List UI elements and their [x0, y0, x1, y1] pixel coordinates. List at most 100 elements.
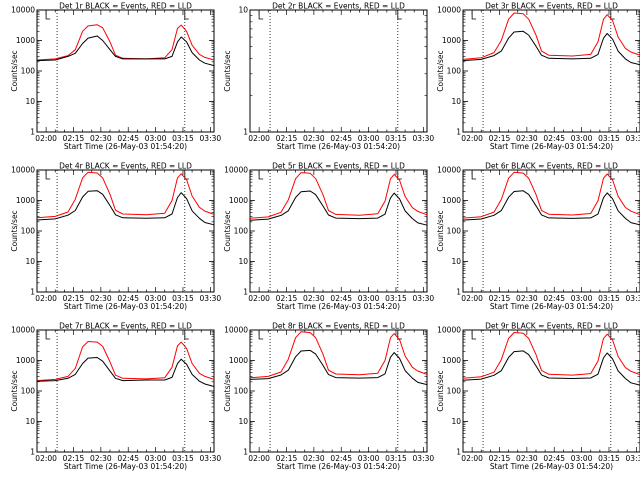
x-tick-label: 03:15: [385, 454, 407, 463]
x-tick-label: 03:30: [200, 134, 222, 143]
chart-panel-7: Det 7r BLACK = Events, RED = LLD 1 10 100 10…: [10, 322, 221, 472]
y-tick-label: 1: [243, 288, 248, 297]
flag-marker: [610, 331, 615, 340]
chart-title: Det 4r BLACK = Events, RED = LLD: [59, 162, 192, 171]
x-tick-label: 02:45: [117, 454, 139, 463]
x-tick-label: 03:00: [145, 294, 167, 303]
y-tick-label: 1: [243, 448, 248, 457]
events-series-line: [462, 30, 640, 66]
y-axis-label: Counts/sec: [10, 370, 19, 411]
y-tick-label: 10: [238, 257, 248, 266]
x-tick-label: 03:00: [571, 454, 593, 463]
y-tick-label: 10000: [224, 326, 248, 335]
x-tick-label: 03:15: [385, 134, 407, 143]
y-tick-label: 100: [447, 387, 462, 396]
y-tick-label: 1: [30, 128, 35, 137]
y-axis-label: Counts/sec: [436, 370, 445, 411]
y-tick-label: 10: [451, 417, 461, 426]
y-tick-label: 1000: [229, 196, 248, 205]
chart-panel-4: Det 4r BLACK = Events, RED = LLD 1 10 100 10…: [10, 162, 221, 312]
y-tick-label: 1: [456, 128, 461, 137]
chart-title: Det 9r BLACK = Events, RED = LLD: [485, 322, 618, 331]
x-tick-label: 03:30: [413, 134, 435, 143]
events-series-line: [36, 357, 215, 387]
y-tick-label: 100: [234, 387, 249, 396]
x-tick-label: 03:30: [200, 454, 222, 463]
lld-series-line: [249, 331, 428, 379]
x-tick-label: 02:45: [330, 134, 352, 143]
y-tick-label: 1: [30, 288, 35, 297]
x-axis-label: Start Time (26-May-03 01:54:20): [64, 142, 187, 151]
x-tick-label: 02:30: [516, 134, 538, 143]
chart-title: Det 6r BLACK = Events, RED = LLD: [485, 162, 618, 171]
x-axis-label: Start Time (26-May-03 01:54:20): [277, 462, 400, 471]
flag-marker: [258, 331, 264, 340]
x-tick-label: 02:15: [63, 134, 85, 143]
x-tick-label: 03:00: [571, 134, 593, 143]
y-tick-label: 1000: [16, 356, 35, 365]
events-series-line: [36, 190, 215, 226]
lld-series-line: [462, 171, 640, 219]
x-tick-label: 02:15: [276, 454, 298, 463]
x-tick-label: 03:15: [172, 294, 194, 303]
x-tick-label: 02:45: [330, 294, 352, 303]
x-tick-label: 03:30: [413, 294, 435, 303]
y-tick-label: 1: [243, 128, 248, 137]
events-series-line: [249, 190, 428, 226]
y-tick-label: 10: [451, 97, 461, 106]
chart-panel-8: Det 8r BLACK = Events, RED = LLD 1 10 100 10…: [223, 322, 434, 472]
y-tick-label: 10000: [224, 166, 248, 175]
flag-marker: [397, 171, 402, 180]
x-tick-label: 03:30: [626, 134, 640, 143]
plot-frame: [36, 169, 215, 293]
events-series-line: [249, 349, 428, 386]
y-tick-label: 10: [451, 257, 461, 266]
x-tick-label: 03:30: [413, 454, 435, 463]
y-tick-label: 10000: [11, 166, 35, 175]
y-axis-label: Counts/sec: [436, 210, 445, 251]
x-tick-label: 02:30: [303, 294, 325, 303]
chart-title: Det 5r BLACK = Events, RED = LLD: [272, 162, 405, 171]
x-tick-label: 03:15: [598, 294, 620, 303]
x-tick-label: 03:30: [626, 454, 640, 463]
x-tick-label: 03:00: [358, 294, 380, 303]
x-tick-label: 02:15: [276, 134, 298, 143]
x-axis-label: Start Time (26-May-03 01:54:20): [490, 302, 613, 311]
events-series-line: [36, 35, 215, 67]
x-tick-label: 03:30: [200, 294, 222, 303]
plot-frame: [249, 329, 428, 453]
y-tick-label: 10: [25, 417, 35, 426]
chart-panel-1: Det 1r BLACK = Events, RED = LLD 1 10 100 10…: [10, 2, 221, 152]
x-axis-label: Start Time (26-May-03 01:54:20): [277, 142, 400, 151]
x-tick-label: 02:00: [461, 294, 483, 303]
x-tick-label: 03:00: [145, 454, 167, 463]
x-tick-label: 02:00: [248, 454, 270, 463]
x-tick-label: 02:15: [489, 454, 511, 463]
x-tick-label: 03:30: [626, 294, 640, 303]
x-tick-label: 03:15: [598, 134, 620, 143]
y-tick-label: 1: [30, 448, 35, 457]
flag-marker: [471, 331, 477, 340]
plot-frame: [462, 169, 640, 293]
x-tick-label: 02:30: [90, 134, 112, 143]
chart-panel-5: Det 5r BLACK = Events, RED = LLD 1 10 100 10…: [223, 162, 434, 312]
x-tick-label: 02:45: [543, 454, 565, 463]
x-tick-label: 02:00: [35, 454, 57, 463]
y-tick-label: 10000: [437, 6, 461, 15]
y-axis-label: Counts/sec: [223, 370, 232, 411]
y-tick-label: 1000: [16, 36, 35, 45]
flag-marker: [610, 11, 615, 20]
x-tick-label: 02:00: [35, 134, 57, 143]
x-axis-label: Start Time (26-May-03 01:54:20): [277, 302, 400, 311]
x-tick-label: 02:00: [248, 134, 270, 143]
chart-title: Det 2r BLACK = Events, RED = LLD: [272, 2, 405, 11]
y-axis-label: Counts/sec: [10, 50, 19, 91]
x-tick-label: 02:00: [35, 294, 57, 303]
x-tick-label: 03:00: [358, 134, 380, 143]
y-tick-label: 10000: [11, 326, 35, 335]
chart-panel-2: Det 2r BLACK = Events, RED = LLD 1 10 02:00…: [223, 2, 434, 152]
chart-panel-6: Det 6r BLACK = Events, RED = LLD 1 10 100 10…: [436, 162, 640, 311]
y-tick-label: 100: [234, 227, 249, 236]
y-tick-label: 10: [25, 97, 35, 106]
